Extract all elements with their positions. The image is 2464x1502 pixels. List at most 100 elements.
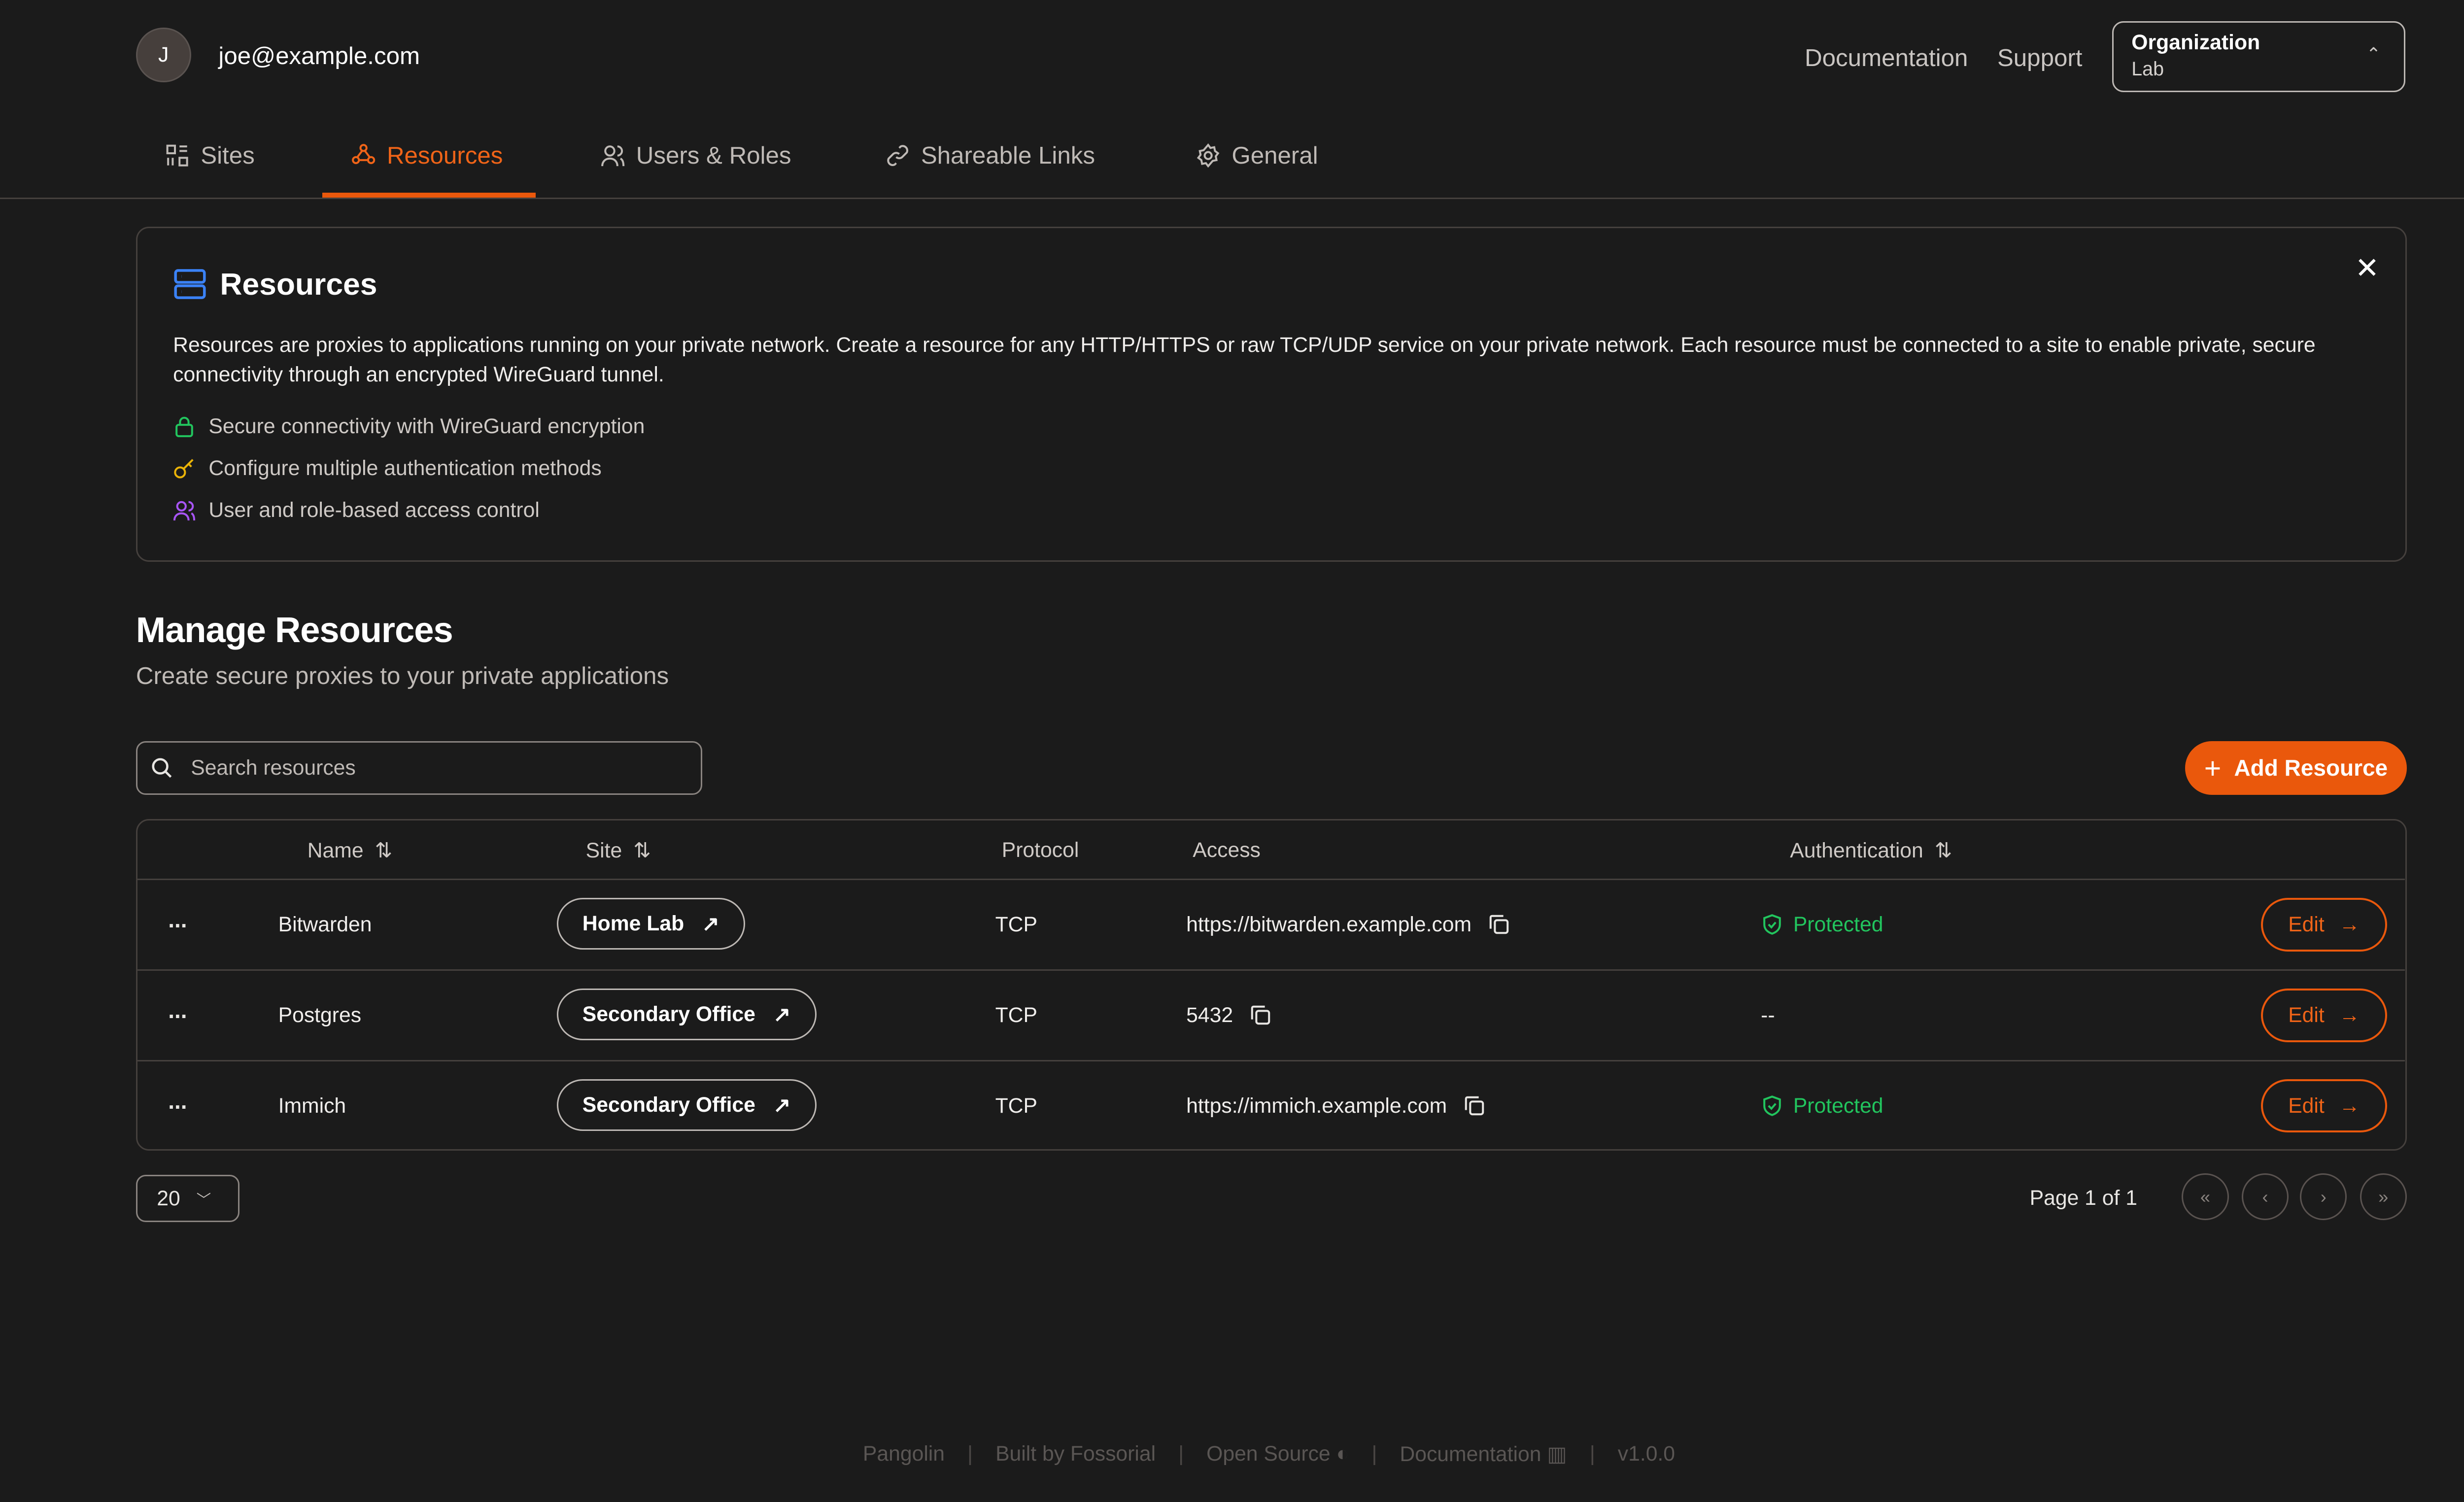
search-input[interactable]: [187, 754, 680, 782]
page-title: Manage Resources: [136, 611, 453, 650]
close-icon[interactable]: ✕: [2355, 251, 2380, 284]
edit-button[interactable]: Edit →: [2261, 898, 2388, 952]
chevrons-up-down-icon: ⌃: [2366, 44, 2381, 65]
edit-button[interactable]: Edit →: [2261, 1079, 2388, 1133]
external-link-icon: ↗: [773, 1093, 791, 1117]
github-icon: ◐: [1336, 1442, 1349, 1466]
access-cell: 5432: [1186, 1003, 1272, 1027]
tab-label: Users & Roles: [636, 141, 791, 169]
protocol: TCP: [995, 1093, 1037, 1118]
org-selector[interactable]: Organization Lab ⌃: [2112, 21, 2405, 93]
auth-label: Protected: [1793, 912, 1883, 936]
copy-icon[interactable]: [1249, 1004, 1272, 1026]
auth-label: Protected: [1793, 1093, 1883, 1118]
tab-general[interactable]: General: [1196, 139, 1318, 171]
protocol: TCP: [995, 1003, 1037, 1027]
info-panel: Resources ✕ Resources are proxies to app…: [136, 226, 2407, 562]
footer-documentation[interactable]: Documentation ▥: [1400, 1442, 1567, 1467]
chevrons-left-icon: «: [2200, 1186, 2211, 1207]
site-link[interactable]: Secondary Office ↗: [556, 989, 817, 1041]
feature-text: User and role-based access control: [208, 498, 540, 522]
column-header-access: Access: [1193, 838, 1261, 862]
next-page-button[interactable]: ›: [2300, 1173, 2347, 1221]
chevrons-right-icon: »: [2378, 1186, 2389, 1207]
add-resource-button[interactable]: + Add Resource: [2185, 741, 2407, 795]
row-menu-button[interactable]: ...: [168, 906, 187, 932]
header-label: Access: [1193, 838, 1261, 862]
tab-users-roles[interactable]: Users & Roles: [601, 139, 791, 171]
documentation-label: Documentation: [1400, 1442, 1541, 1467]
resource-name: Postgres: [278, 1003, 362, 1027]
column-header-site[interactable]: Site ⇅: [586, 838, 651, 863]
page-info: Page 1 of 1: [2029, 1186, 2137, 1210]
info-title: Resources: [220, 267, 377, 302]
footer-built-by[interactable]: Built by Fossorial: [995, 1442, 1156, 1466]
arrow-right-icon: →: [2339, 1003, 2360, 1027]
external-link-icon: ↗: [702, 912, 720, 936]
search-icon: [150, 756, 173, 779]
access-cell: https://bitwarden.example.com: [1186, 913, 1510, 937]
server-icon: [173, 267, 207, 301]
external-link-icon: ↗: [773, 1002, 791, 1026]
site-label: Secondary Office: [582, 1093, 755, 1117]
tab-sites[interactable]: Sites: [165, 139, 255, 171]
open-source-label: Open Source: [1206, 1442, 1331, 1466]
tab-label: Resources: [386, 141, 503, 169]
link-icon: [886, 143, 910, 168]
site-link[interactable]: Home Lab ↗: [556, 898, 746, 950]
first-page-button[interactable]: «: [2182, 1173, 2229, 1221]
arrow-right-icon: →: [2339, 912, 2360, 936]
table-row: ... Postgres Secondary Office ↗ TCP 5432 …: [137, 969, 2405, 1061]
search-field[interactable]: [136, 741, 703, 795]
copy-icon[interactable]: [1463, 1094, 1486, 1117]
org-value: Lab: [2131, 58, 2164, 80]
access-value: https://bitwarden.example.com: [1186, 912, 1472, 936]
book-icon: ▥: [1547, 1442, 1567, 1467]
users-icon: [601, 143, 625, 168]
auth-status: Protected: [1761, 1094, 1883, 1118]
copy-icon[interactable]: [1488, 913, 1510, 936]
column-header-name[interactable]: Name ⇅: [308, 838, 393, 863]
nav-tabs: Sites Resources Users & Roles Shareable …: [0, 126, 2464, 199]
row-menu-button[interactable]: ...: [168, 1088, 187, 1114]
previous-page-button[interactable]: ‹: [2241, 1173, 2289, 1221]
auth-status: --: [1761, 1003, 1775, 1027]
resources-icon: [351, 143, 376, 168]
sort-icon: ⇅: [633, 839, 651, 863]
lock-icon: [173, 415, 196, 438]
column-header-authentication[interactable]: Authentication ⇅: [1790, 838, 1952, 863]
edit-label: Edit: [2288, 1093, 2325, 1118]
edit-label: Edit: [2288, 1003, 2325, 1027]
protocol: TCP: [995, 912, 1037, 936]
feature-text: Configure multiple authentication method…: [208, 456, 602, 480]
access-value: https://immich.example.com: [1186, 1093, 1447, 1118]
user-email[interactable]: joe@example.com: [218, 42, 420, 70]
edit-label: Edit: [2288, 912, 2325, 936]
site-link[interactable]: Secondary Office ↗: [556, 1079, 817, 1131]
plus-icon: +: [2204, 751, 2222, 785]
table-row: ... Bitwarden Home Lab ↗ TCP https://bitw…: [137, 879, 2405, 971]
documentation-link[interactable]: Documentation: [1805, 44, 1968, 71]
tab-label: General: [1232, 141, 1318, 169]
users-icon: [173, 499, 196, 522]
access-value: 5432: [1186, 1003, 1233, 1027]
support-link[interactable]: Support: [1997, 44, 2083, 71]
avatar[interactable]: J: [136, 27, 191, 83]
sites-icon: [165, 143, 189, 168]
shield-check-icon: [1761, 913, 1783, 936]
page-size-select[interactable]: 20 ﹀: [136, 1175, 240, 1222]
tab-shareable-links[interactable]: Shareable Links: [886, 139, 1095, 171]
sort-icon: ⇅: [375, 839, 393, 863]
footer-open-source[interactable]: Open Source ◐: [1206, 1442, 1349, 1467]
row-menu-button[interactable]: ...: [168, 997, 187, 1023]
resource-name: Bitwarden: [278, 912, 372, 936]
site-label: Secondary Office: [582, 1002, 755, 1026]
header-label: Site: [585, 838, 622, 862]
auth-status: Protected: [1761, 913, 1883, 937]
tab-label: Shareable Links: [921, 141, 1095, 169]
page-subtitle: Create secure proxies to your private ap…: [136, 662, 669, 690]
tab-resources[interactable]: Resources: [351, 139, 503, 171]
resources-table: Name ⇅ Site ⇅ Protocol Access Authenticati…: [136, 819, 2407, 1151]
edit-button[interactable]: Edit →: [2261, 989, 2388, 1042]
last-page-button[interactable]: »: [2360, 1173, 2407, 1221]
